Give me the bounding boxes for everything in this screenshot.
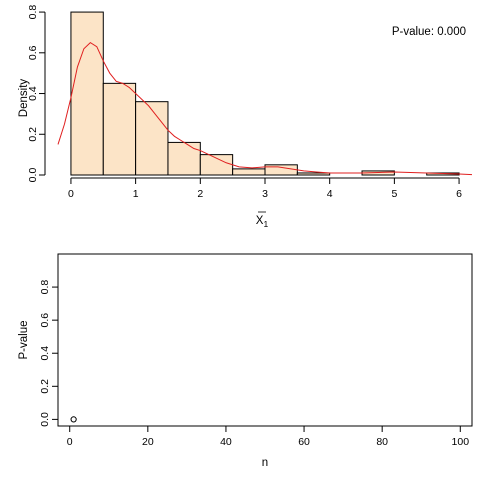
pvalue-annotation: P-value: 0.000 (392, 26, 466, 38)
histogram-axes: 0 1 2 3 4 5 6 0.0 0.2 0.4 0.6 0.8 (27, 5, 462, 200)
scatter-point (70, 416, 77, 423)
x-axis-title-base: X (256, 215, 264, 227)
histogram-y-axis-title: Density (18, 79, 30, 118)
scatter-y-axis-title: P-value (18, 321, 30, 360)
x-tick-label: 6 (456, 188, 462, 200)
y-tick-label: 0.8 (39, 280, 51, 295)
x-tick-label: 3 (262, 188, 268, 200)
histogram-bar (135, 101, 169, 176)
y-tick-label: 0.6 (39, 313, 51, 328)
x-tick-label: 40 (220, 436, 232, 448)
histogram-chart: 0 1 2 3 4 5 6 0.0 0.2 0.4 0.6 0.8 P-value: 0.000 De… (18, 5, 473, 229)
x-tick-label: 20 (142, 436, 154, 448)
x-axis-title-subscript: 1 (263, 219, 268, 229)
x-tick-label: 80 (376, 436, 388, 448)
histogram-bar (102, 82, 137, 176)
histogram-x-axis-title: X1 (256, 215, 269, 229)
y-tick-label: 0.0 (27, 168, 39, 183)
scatter-axes: 0 20 40 60 80 100 0.0 0.2 0.4 0.6 0.8 (39, 280, 469, 448)
x-tick-label: 0 (68, 188, 74, 200)
histogram-bars (70, 11, 460, 176)
y-tick-label: 0.8 (27, 5, 39, 20)
scatter-points (70, 416, 77, 423)
density-curve-group (57, 41, 473, 176)
y-tick-label: 0.2 (27, 127, 39, 142)
x-tick-label: 2 (197, 188, 203, 200)
y-tick-label: 0.4 (27, 86, 39, 101)
x-tick-label: 4 (327, 188, 333, 200)
pvalue-scatter-chart: 0 20 40 60 80 100 0.0 0.2 0.4 0.6 0.8 P-value n (18, 253, 473, 469)
plot-box (57, 253, 473, 427)
histogram-bar (167, 141, 201, 176)
histogram-bar (264, 164, 298, 176)
y-tick-label: 0.2 (39, 379, 51, 394)
density-curve (57, 41, 473, 176)
y-tick-label: 0.0 (39, 412, 51, 427)
x-tick-label: 60 (298, 436, 310, 448)
x-tick-label: 100 (452, 436, 470, 448)
scatter-x-axis-title: n (262, 457, 268, 469)
histogram-bar (296, 172, 331, 176)
y-tick-label: 0.6 (27, 45, 39, 60)
x-tick-label: 1 (133, 188, 139, 200)
histogram-bar (70, 11, 104, 176)
y-tick-label: 0.4 (39, 346, 51, 361)
histogram-bar (232, 168, 266, 176)
x-tick-label: 5 (391, 188, 397, 200)
x-tick-label: 0 (67, 436, 73, 448)
